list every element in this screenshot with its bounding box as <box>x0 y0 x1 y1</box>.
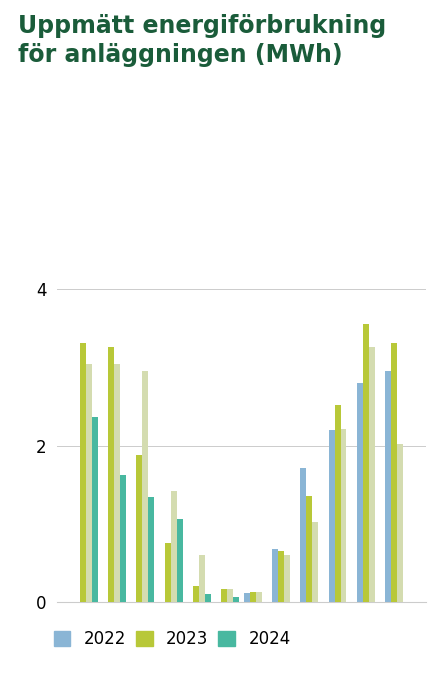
Bar <box>193 587 198 602</box>
Bar <box>233 596 239 602</box>
Bar <box>114 364 120 602</box>
Bar <box>198 555 205 602</box>
Bar <box>255 592 261 602</box>
Bar <box>108 347 114 602</box>
Bar <box>164 542 170 602</box>
Bar <box>272 549 277 602</box>
Bar <box>85 364 92 602</box>
Bar <box>306 496 311 602</box>
Bar <box>120 475 126 602</box>
Text: Uppmätt energiförbrukning
för anläggningen (MWh): Uppmätt energiförbrukning för anläggning… <box>18 14 385 66</box>
Bar <box>340 428 346 602</box>
Bar <box>311 522 318 602</box>
Bar <box>221 589 227 602</box>
Bar <box>356 383 362 602</box>
Bar <box>205 594 210 602</box>
Bar <box>80 342 85 602</box>
Bar <box>136 455 142 602</box>
Bar <box>328 430 334 602</box>
Bar <box>142 371 148 602</box>
Bar <box>176 519 182 602</box>
Bar <box>368 347 374 602</box>
Bar <box>243 593 249 602</box>
Bar <box>277 551 283 602</box>
Legend: 2022, 2023, 2024: 2022, 2023, 2024 <box>47 624 297 655</box>
Bar <box>385 372 390 602</box>
Bar <box>390 342 396 602</box>
Bar <box>362 324 368 602</box>
Bar <box>396 444 402 602</box>
Bar <box>283 555 289 602</box>
Bar <box>334 405 340 602</box>
Bar <box>170 491 176 602</box>
Bar <box>227 589 233 602</box>
Bar <box>300 468 306 602</box>
Bar <box>92 416 97 602</box>
Bar <box>249 592 255 602</box>
Bar <box>148 496 154 602</box>
